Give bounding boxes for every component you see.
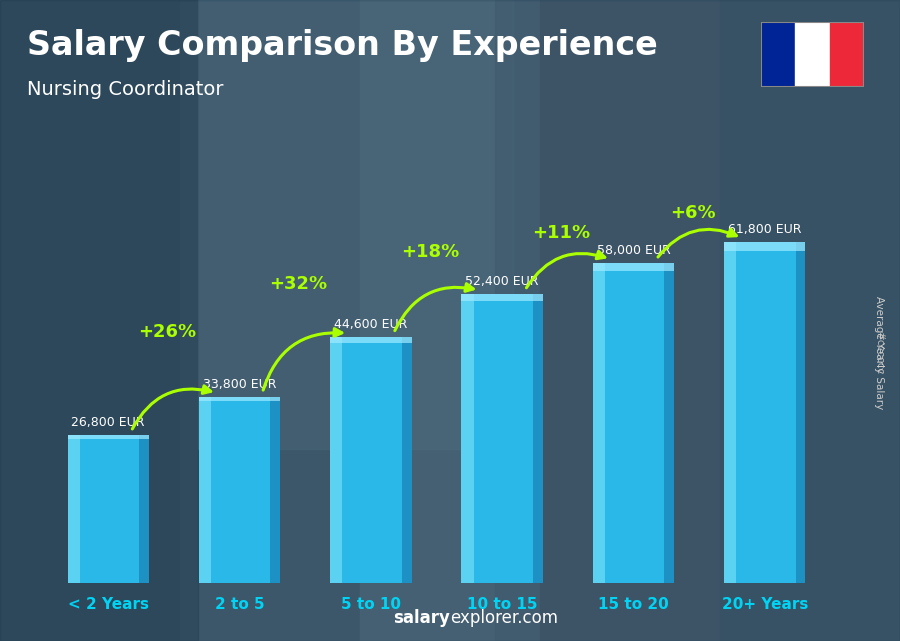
Bar: [830, 22, 864, 87]
Bar: [664, 263, 674, 583]
Bar: [593, 263, 674, 583]
Text: 58,000 EUR: 58,000 EUR: [597, 244, 670, 257]
Bar: [760, 22, 795, 87]
Bar: [68, 435, 148, 439]
Bar: [199, 397, 280, 583]
Bar: [462, 294, 543, 583]
Bar: [796, 242, 806, 583]
Bar: [271, 397, 280, 583]
Bar: [462, 294, 473, 583]
Bar: [593, 263, 674, 271]
Text: 33,800 EUR: 33,800 EUR: [202, 378, 276, 391]
Text: Salary Comparison By Experience: Salary Comparison By Experience: [27, 29, 658, 62]
Text: 26,800 EUR: 26,800 EUR: [71, 417, 145, 429]
Bar: [199, 397, 211, 583]
Bar: [724, 242, 806, 251]
Bar: [330, 337, 411, 344]
Text: +32%: +32%: [270, 275, 328, 293]
Text: Nursing Coordinator: Nursing Coordinator: [27, 80, 223, 99]
Bar: [720, 0, 900, 641]
Bar: [140, 435, 148, 583]
Bar: [462, 294, 543, 301]
Bar: [68, 435, 148, 583]
Bar: [0, 0, 180, 641]
Bar: [724, 242, 736, 583]
Bar: [795, 22, 830, 87]
Bar: [724, 242, 806, 583]
Text: 52,400 EUR: 52,400 EUR: [465, 275, 539, 288]
Text: +26%: +26%: [139, 323, 196, 341]
Bar: [0, 0, 198, 641]
Bar: [68, 435, 80, 583]
Text: 61,800 EUR: 61,800 EUR: [728, 223, 802, 237]
Text: +6%: +6%: [670, 204, 716, 222]
Bar: [330, 337, 342, 583]
Bar: [540, 0, 720, 641]
Bar: [199, 397, 280, 401]
Text: Average Yearly Salary: Average Yearly Salary: [874, 296, 884, 409]
Text: explorer.com: explorer.com: [450, 609, 558, 627]
Text: +11%: +11%: [532, 224, 590, 242]
Bar: [198, 0, 513, 449]
Bar: [330, 337, 411, 583]
Text: 44,600 EUR: 44,600 EUR: [334, 318, 408, 331]
Text: salary: salary: [393, 609, 450, 627]
Bar: [401, 337, 411, 583]
Bar: [593, 263, 605, 583]
Bar: [533, 294, 543, 583]
Text: +18%: +18%: [400, 244, 459, 262]
Bar: [360, 0, 540, 641]
Bar: [495, 0, 900, 641]
Text: #cccccc: #cccccc: [874, 331, 884, 374]
Bar: [180, 0, 360, 641]
